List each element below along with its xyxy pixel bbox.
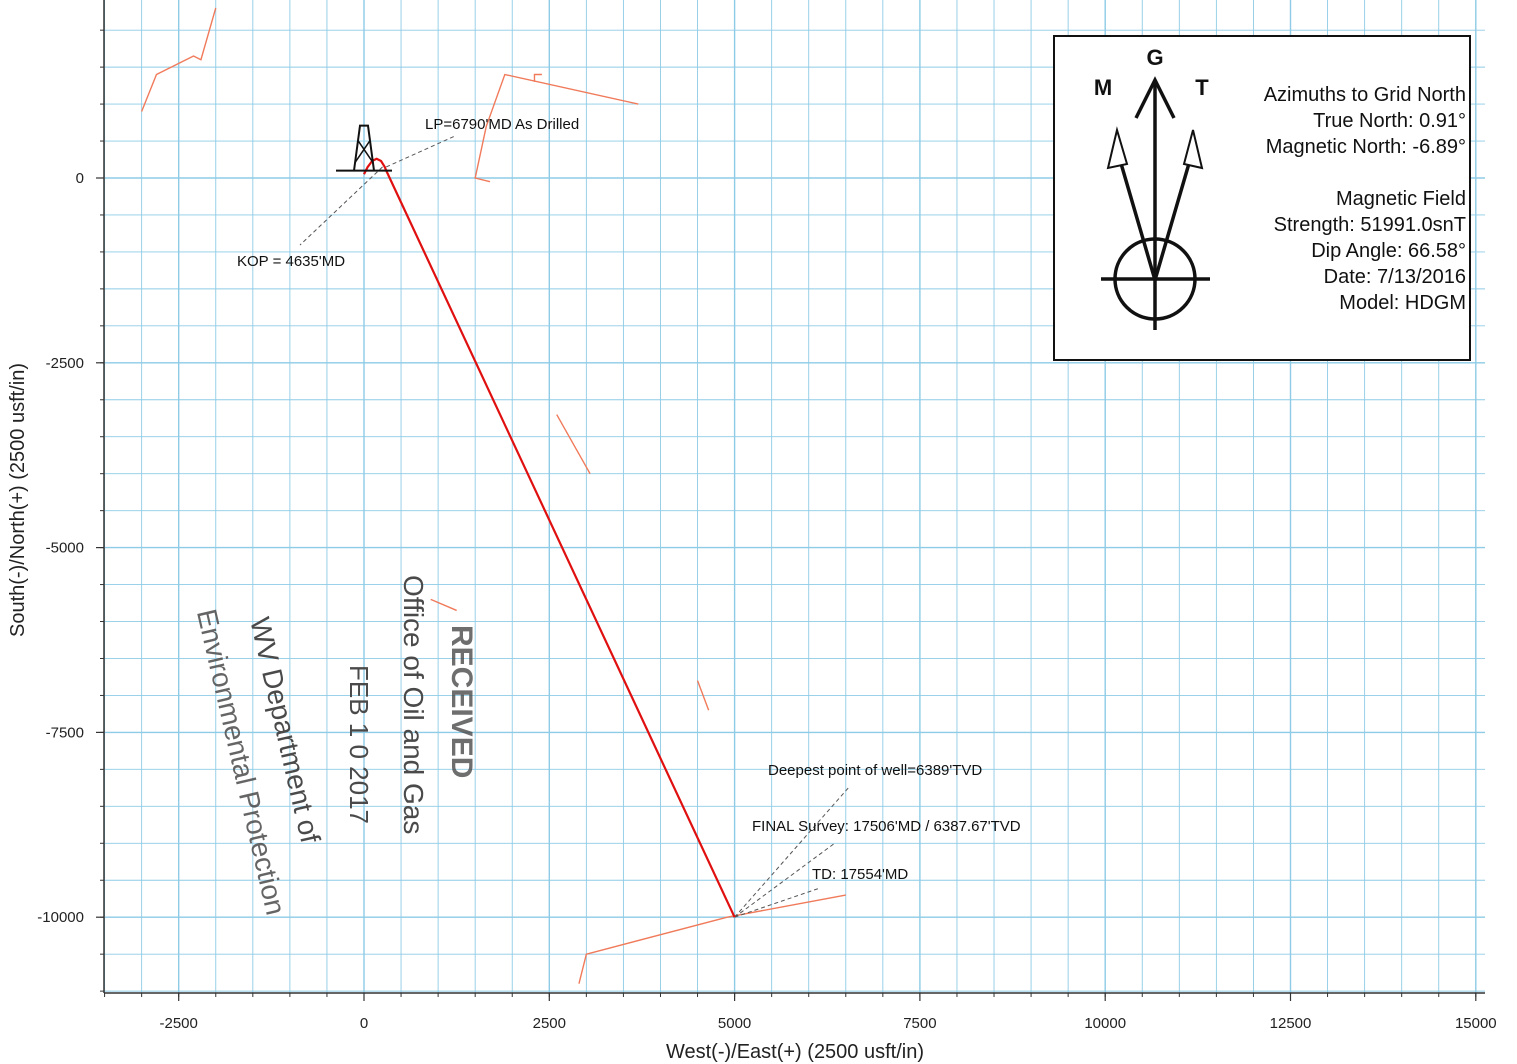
north-arrow-icon [1101, 76, 1210, 330]
rig-brace [354, 140, 371, 164]
leader-deepest [734, 785, 851, 918]
x-tick-label: -2500 [160, 1015, 198, 1032]
annotation-deepest-point: Deepest point of well=6389'TVD [768, 762, 982, 779]
offset-well-line [696, 680, 710, 711]
x-tick-label: 2500 [533, 1015, 566, 1032]
x-tick-label: 15000 [1455, 1015, 1497, 1032]
legend-g: G [1146, 45, 1163, 70]
offset-well-line [140, 7, 217, 112]
plot-frame [103, 0, 1485, 994]
legend-line-3: Magnetic North: -6.89° [1266, 136, 1466, 158]
leader-lp [386, 135, 456, 168]
x-tick-label: 7500 [903, 1015, 936, 1032]
y-tick-label: -2500 [46, 355, 84, 372]
legend-line-6: Dip Angle: 66.58° [1311, 240, 1466, 262]
legend-line-5: Strength: 51991.0snT [1274, 214, 1466, 236]
x-axis-title: West(-)/East(+) (2500 usft/in) [666, 1041, 924, 1063]
legend-line-2: True North: 0.91° [1313, 110, 1466, 132]
y-tick-label: -10000 [37, 909, 84, 926]
annotation-td: TD: 17554'MD [812, 866, 908, 883]
received-stamp: RECEIVED Office of Oil and Gas FEB 1 0 2… [344, 575, 478, 834]
y-tick-label: -5000 [46, 540, 84, 557]
leader-kop [299, 166, 383, 246]
wv-dep-stamp: WV Department of Environmental Protectio… [191, 606, 326, 918]
y-tick-label: 0 [76, 170, 84, 187]
annotation-kop: KOP = 4635'MD [237, 253, 345, 270]
stamp-received: RECEIVED [445, 625, 478, 778]
offset-well-line [578, 894, 846, 984]
annotation-final-survey: FINAL Survey: 17506'MD / 6387.67'TVD [752, 818, 1021, 835]
x-tick-label: 12500 [1270, 1015, 1312, 1032]
offset-well-line [533, 73, 542, 82]
legend-line-8: Model: HDGM [1339, 292, 1466, 314]
offset-well-line [474, 73, 639, 183]
legend-line-1: Azimuths to Grid North [1264, 84, 1466, 106]
stamp-office: Office of Oil and Gas [398, 575, 429, 834]
offset-well-line [556, 414, 591, 475]
ticks: -2500 0 2500 5000 7500 10000 12500 15000 0 -2500 -… [37, 29, 1497, 1032]
stamp-date: FEB 1 0 2017 [344, 665, 374, 824]
legend-line-7: Date: 7/13/2016 [1324, 266, 1466, 288]
north-reference-legend: G M T Azimuths to Grid North True North:… [1053, 35, 1471, 361]
y-tick-label: -7500 [46, 724, 84, 741]
x-tick-label: 0 [360, 1015, 368, 1032]
x-tick-label: 10000 [1084, 1015, 1126, 1032]
legend-line-4: Magnetic Field [1336, 188, 1466, 210]
grid [104, 0, 1485, 993]
offset-well-line [430, 598, 457, 612]
y-axis-title: South(-)/North(+) (2500 usft/in) [7, 363, 29, 637]
rig-brace [357, 140, 374, 164]
annotation-leaders [299, 135, 851, 918]
legend-m: M [1094, 75, 1112, 100]
offset-wells [140, 7, 846, 984]
legend-t: T [1195, 75, 1209, 100]
x-tick-label: 5000 [718, 1015, 751, 1032]
rig-tower [353, 124, 375, 171]
leader-td [734, 887, 821, 918]
annotation-lp: LP=6790'MD As Drilled [425, 116, 579, 133]
rig-icon [336, 124, 392, 172]
